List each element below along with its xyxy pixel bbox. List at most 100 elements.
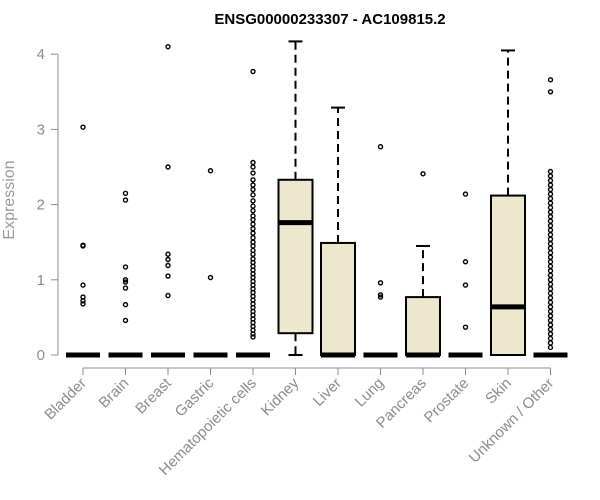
box — [405, 296, 441, 357]
outlier-point — [250, 251, 256, 257]
outlier-point — [547, 340, 554, 346]
outlier-point — [420, 171, 426, 177]
outlier-point — [547, 308, 554, 315]
outlier-point — [547, 227, 554, 233]
outlier-point — [250, 243, 256, 249]
outlier-point — [462, 259, 469, 265]
outlier-point — [547, 245, 554, 251]
outlier-point — [547, 290, 554, 297]
box — [490, 194, 526, 356]
outlier-point — [547, 268, 554, 274]
outlier-point — [250, 192, 256, 198]
outlier-point — [165, 262, 171, 269]
outlier-point — [250, 331, 256, 337]
outlier-point — [250, 170, 256, 176]
outlier-point — [122, 190, 129, 197]
outlier-point — [377, 292, 384, 298]
outlier-point — [165, 251, 171, 257]
outlier-point — [547, 218, 554, 224]
x-tick-label: Bladder — [41, 375, 90, 424]
outlier-point — [547, 231, 554, 238]
outlier-point — [250, 164, 256, 170]
box — [320, 241, 356, 356]
outlier-point — [250, 198, 256, 204]
outlier-point — [547, 259, 554, 265]
outlier-point — [207, 274, 214, 281]
outlier-point — [250, 207, 256, 214]
box-group — [448, 191, 483, 358]
outlier-point — [462, 191, 469, 197]
y-axis-label: Expression — [1, 160, 18, 239]
x-tick-label: Prostate — [421, 375, 473, 427]
outlier-point — [165, 256, 171, 263]
outlier-point — [80, 243, 86, 249]
x-tick-label: Liver — [310, 375, 345, 410]
outlier-point — [547, 335, 554, 342]
outlier-point — [547, 200, 554, 206]
plot-area — [66, 40, 568, 358]
box-group — [405, 171, 441, 358]
outlier-point — [122, 285, 129, 291]
outlier-point — [165, 273, 171, 279]
outlier-point — [547, 344, 554, 351]
outlier-point — [547, 286, 554, 292]
outlier-point — [547, 168, 554, 175]
box-group — [363, 143, 398, 358]
outlier-point — [165, 292, 171, 299]
outlier-point — [250, 225, 256, 232]
outlier-point — [250, 186, 256, 193]
outlier-point — [547, 326, 554, 333]
outlier-point — [547, 204, 554, 211]
x-tick-label: Brain — [96, 375, 133, 412]
outlier-point — [122, 277, 129, 283]
outlier-point — [80, 301, 86, 307]
outlier-point — [80, 124, 86, 130]
outlier-point — [547, 317, 554, 324]
outlier-point — [250, 234, 256, 241]
outlier-point — [80, 282, 86, 288]
outlier-point — [250, 203, 256, 209]
box-group — [490, 49, 526, 356]
outlier-point — [547, 313, 554, 319]
chart-title: ENSG00000233307 - AC109815.2 — [214, 11, 445, 28]
outlier-point — [547, 277, 554, 283]
box-group — [236, 68, 270, 358]
outlier-point — [122, 301, 129, 308]
outlier-point — [207, 168, 214, 174]
x-tick-label: Lung — [352, 375, 388, 411]
outlier-point — [80, 298, 86, 304]
box-group — [66, 124, 100, 358]
outlier-point — [250, 230, 256, 236]
outlier-point — [547, 77, 554, 83]
outlier-point — [547, 299, 554, 306]
outlier-point — [547, 331, 554, 337]
box-group — [277, 40, 314, 356]
outlier-point — [377, 294, 384, 300]
x-tick-label: Kidney — [258, 374, 303, 419]
box-group — [108, 190, 143, 358]
outlier-point — [547, 250, 554, 256]
outlier-point — [377, 280, 384, 286]
y-tick-label: 4 — [37, 46, 45, 63]
box-group — [151, 43, 185, 358]
outlier-point — [462, 324, 469, 330]
outlier-point — [547, 89, 554, 95]
y-axis: 0 1 2 3 4 — [37, 46, 59, 364]
outlier-point — [547, 182, 554, 188]
outlier-point — [250, 334, 256, 340]
outlier-point — [377, 143, 384, 150]
outlier-point — [250, 177, 256, 183]
outlier-point — [547, 322, 554, 328]
box-group — [320, 106, 356, 358]
outlier-point — [250, 216, 256, 223]
outlier-point — [547, 281, 554, 288]
outlier-point — [547, 191, 554, 197]
outlier-point — [547, 213, 554, 220]
outlier-point — [547, 177, 554, 184]
outlier-point — [547, 263, 554, 269]
outlier-point — [547, 295, 554, 301]
outlier-point — [547, 222, 554, 229]
y-tick-label: 3 — [37, 121, 45, 138]
